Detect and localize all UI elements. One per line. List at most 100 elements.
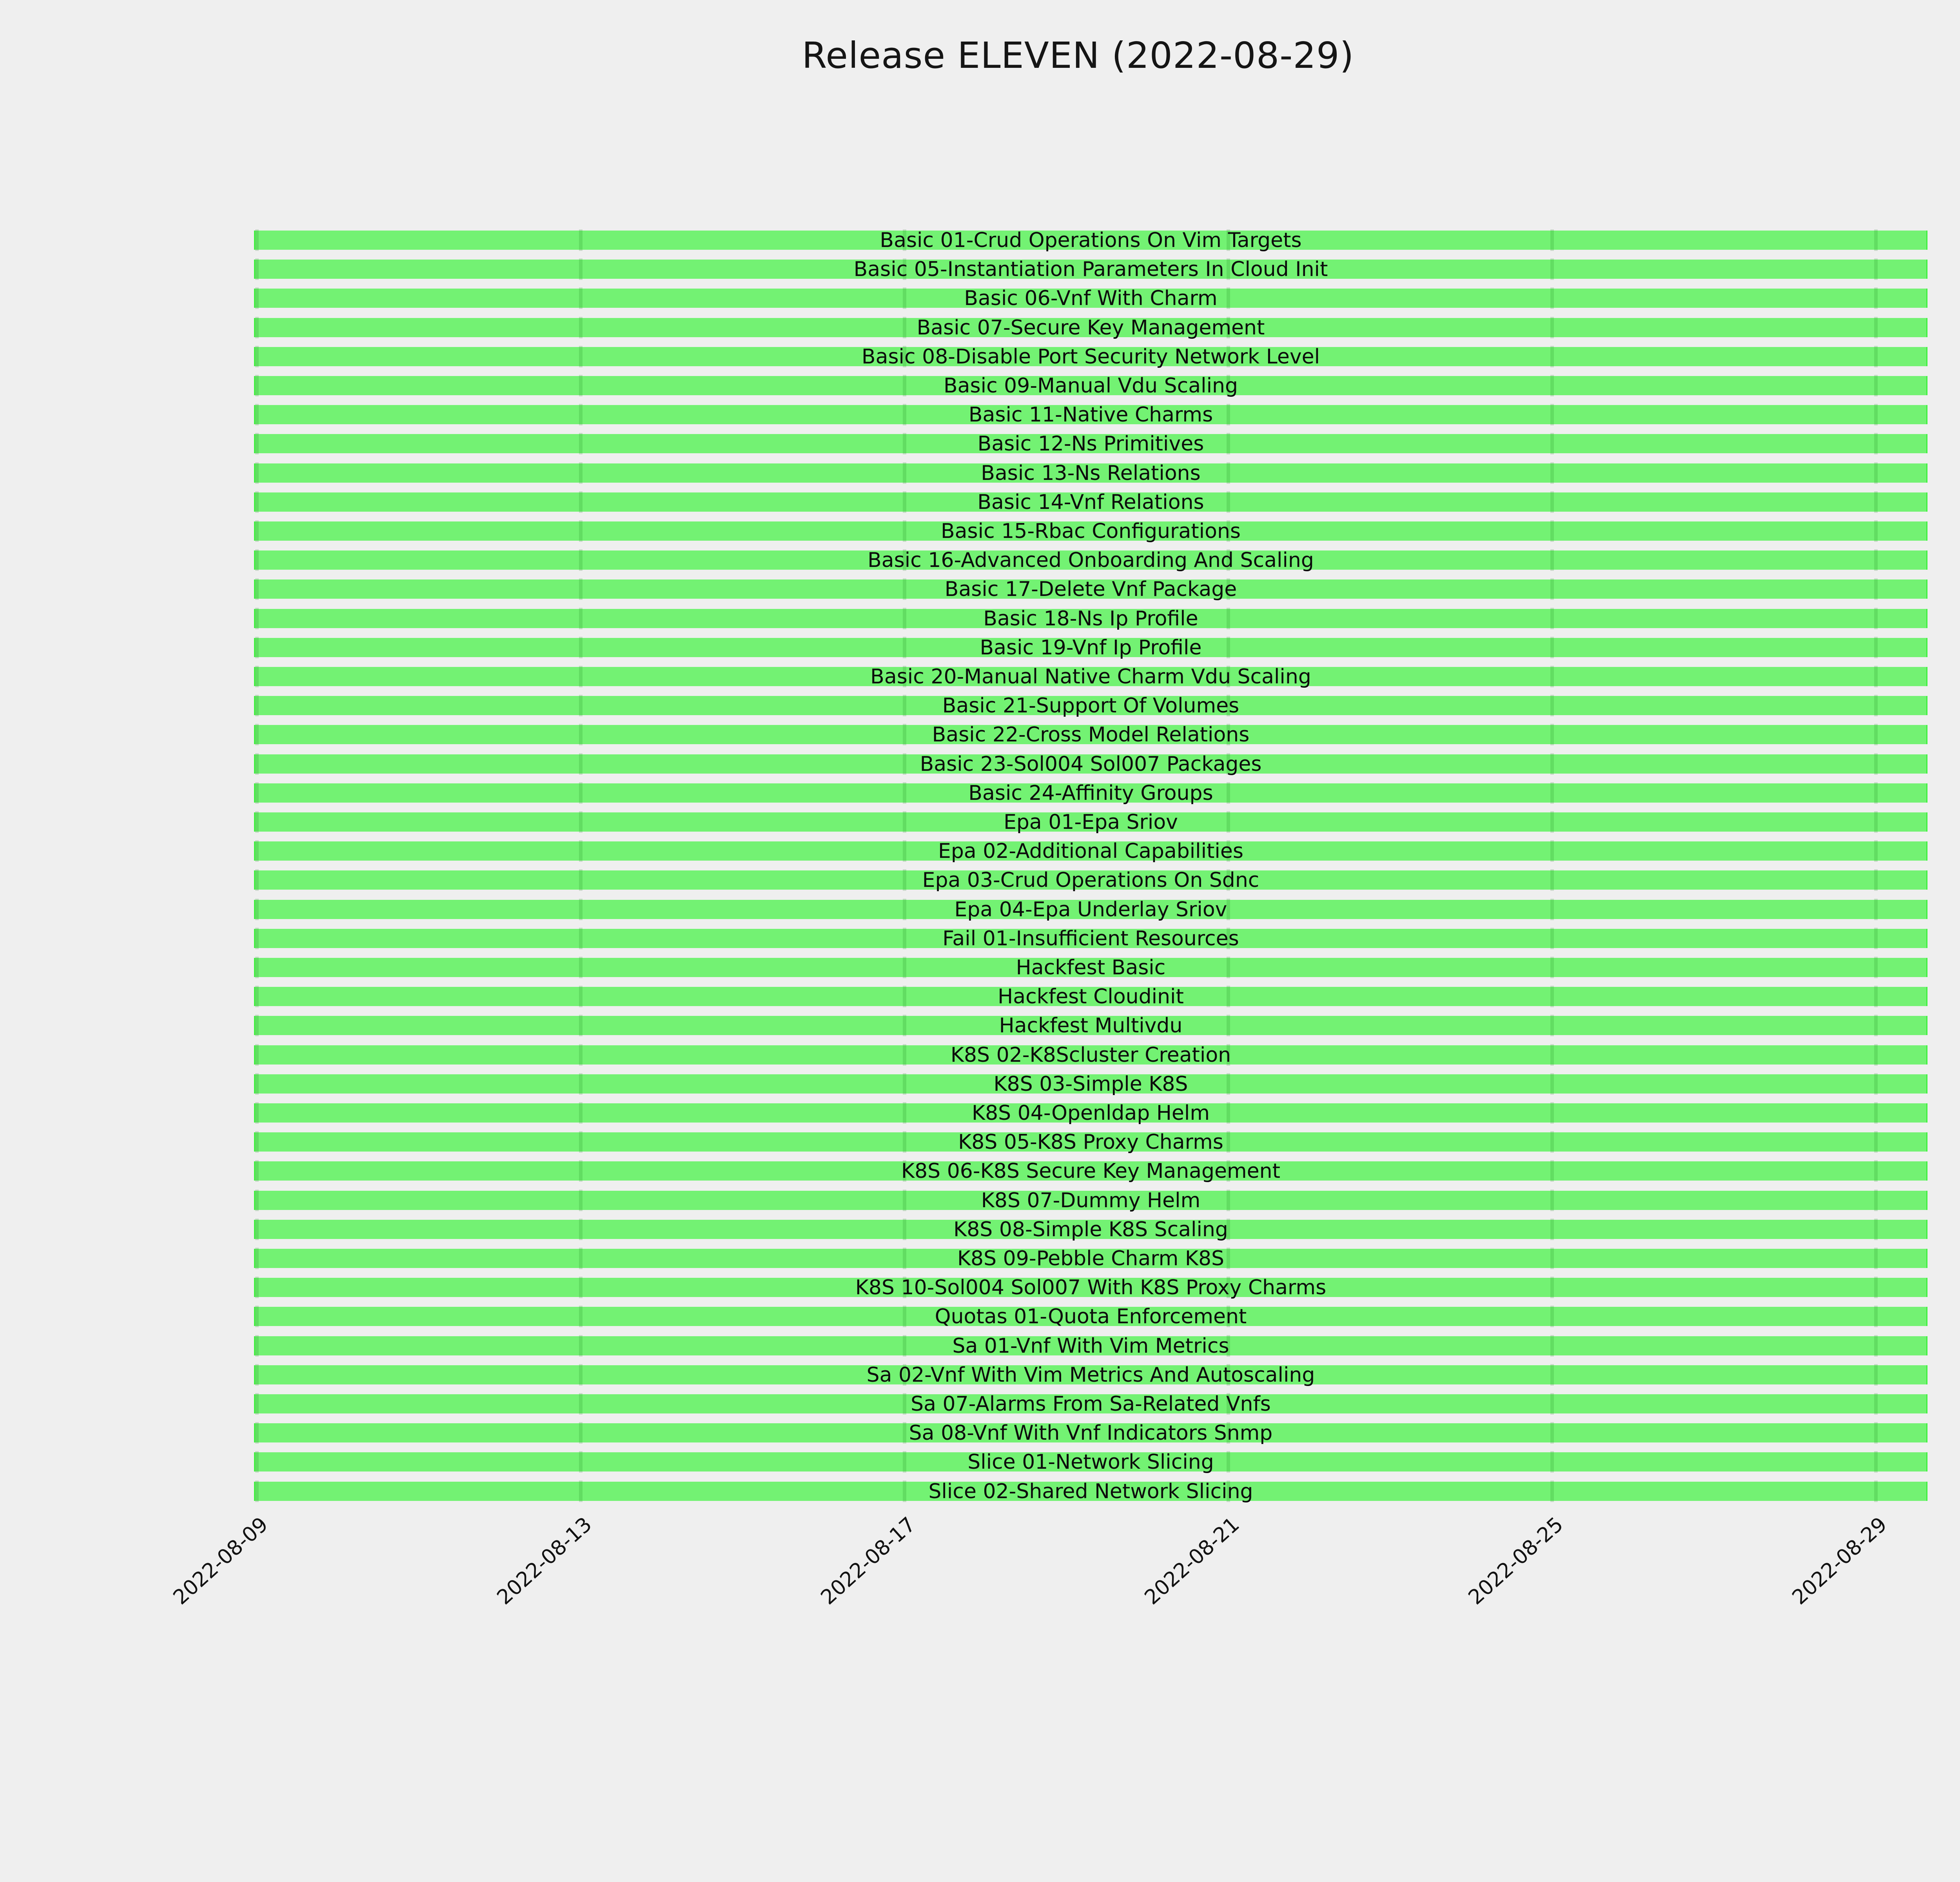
gantt-bar: Basic 23-Sol004 Sol007 Packages — [254, 753, 1927, 775]
tick-gridline — [255, 317, 259, 338]
tick-gridline — [579, 608, 583, 629]
tick-gridline — [1874, 229, 1878, 251]
tick-gridline — [903, 578, 906, 600]
tick-gridline — [903, 1393, 906, 1415]
tick-gridline — [1874, 840, 1878, 862]
bar-label: Basic 20-Manual Native Charm Vdu Scaling — [870, 665, 1311, 688]
gantt-bar: Basic 20-Manual Native Charm Vdu Scaling — [254, 665, 1927, 688]
tick-gridline — [1874, 1015, 1878, 1036]
gantt-bar: Sa 08-Vnf With Vnf Indicators Snmp — [254, 1422, 1927, 1444]
tick-gridline — [903, 928, 906, 949]
bar-label: Basic 05-Instantiation Parameters In Clo… — [853, 258, 1328, 281]
gantt-bar: K8S 07-Dummy Helm — [254, 1190, 1927, 1211]
tick-gridline — [1227, 1073, 1230, 1095]
tick-gridline — [903, 1044, 906, 1066]
tick-gridline — [255, 462, 259, 484]
tick-gridline — [1550, 1190, 1554, 1211]
gantt-bar: Basic 21-Support Of Volumes — [254, 695, 1927, 716]
tick-gridline — [579, 1335, 583, 1357]
tick-gridline — [255, 840, 259, 862]
tick-gridline — [903, 695, 906, 716]
tick-gridline — [1550, 1131, 1554, 1153]
tick-gridline — [1874, 666, 1878, 687]
bar-label: Sa 07-Alarms From Sa-Related Vnfs — [911, 1392, 1271, 1416]
tick-gridline — [579, 869, 583, 891]
tick-gridline — [1550, 433, 1554, 454]
bar-label: K8S 05-K8S Proxy Charms — [958, 1130, 1223, 1154]
tick-gridline — [1227, 724, 1230, 745]
x-tick-label: 2022-08-21 — [1140, 1513, 1244, 1610]
gantt-bar: Basic 16-Advanced Onboarding And Scaling — [254, 549, 1927, 571]
bar-label: Hackfest Multivdu — [999, 1014, 1183, 1037]
tick-gridline — [1550, 1160, 1554, 1182]
bar-label: Basic 19-Vnf Ip Profile — [980, 636, 1202, 659]
tick-gridline — [903, 433, 906, 454]
tick-gridline — [903, 346, 906, 367]
tick-gridline — [1227, 462, 1230, 484]
tick-gridline — [255, 491, 259, 513]
gantt-bar: Basic 22-Cross Model Relations — [254, 724, 1927, 745]
tick-gridline — [1874, 1248, 1878, 1269]
tick-gridline — [1227, 782, 1230, 804]
tick-gridline — [903, 549, 906, 571]
tick-gridline — [1550, 346, 1554, 367]
tick-gridline — [255, 549, 259, 571]
tick-gridline — [255, 1219, 259, 1240]
gantt-bar: K8S 03-Simple K8S — [254, 1073, 1927, 1095]
tick-gridline — [1550, 753, 1554, 775]
tick-gridline — [1874, 375, 1878, 396]
tick-gridline — [255, 811, 259, 833]
tick-gridline — [1874, 695, 1878, 716]
tick-gridline — [255, 1073, 259, 1095]
x-tick-label: 2022-08-17 — [816, 1513, 920, 1610]
tick-gridline — [255, 1160, 259, 1182]
tick-gridline — [1874, 549, 1878, 571]
tick-gridline — [1550, 375, 1554, 396]
tick-gridline — [1874, 637, 1878, 658]
tick-gridline — [1227, 1277, 1230, 1298]
tick-gridline — [255, 666, 259, 687]
tick-gridline — [1550, 1277, 1554, 1298]
tick-gridline — [903, 404, 906, 425]
tick-gridline — [1227, 811, 1230, 833]
tick-gridline — [1550, 578, 1554, 600]
gantt-bar: K8S 02-K8Scluster Creation — [254, 1044, 1927, 1066]
tick-gridline — [255, 637, 259, 658]
tick-gridline — [1874, 1102, 1878, 1124]
tick-gridline — [1550, 869, 1554, 891]
gantt-bar: Hackfest Cloudinit — [254, 986, 1927, 1007]
tick-gridline — [903, 1131, 906, 1153]
tick-gridline — [1550, 1335, 1554, 1357]
tick-gridline — [255, 287, 259, 309]
tick-gridline — [1550, 637, 1554, 658]
tick-gridline — [1550, 1248, 1554, 1269]
tick-gridline — [903, 1277, 906, 1298]
tick-gridline — [579, 1131, 583, 1153]
tick-gridline — [255, 1364, 259, 1386]
tick-gridline — [1874, 1219, 1878, 1240]
tick-gridline — [579, 695, 583, 716]
tick-gridline — [903, 811, 906, 833]
bar-label: K8S 10-Sol004 Sol007 With K8S Proxy Char… — [855, 1276, 1327, 1299]
tick-gridline — [1550, 899, 1554, 920]
tick-gridline — [579, 1364, 583, 1386]
page-title: Release ELEVEN (2022-08-29) — [802, 35, 1354, 76]
bar-label: Basic 24-Affinity Groups — [968, 781, 1213, 805]
tick-gridline — [1550, 229, 1554, 251]
tick-gridline — [1550, 1364, 1554, 1386]
tick-gridline — [1227, 1044, 1230, 1066]
bar-label: Epa 04-Epa Underlay Sriov — [954, 898, 1227, 921]
tick-gridline — [579, 1451, 583, 1473]
gantt-bar: Hackfest Basic — [254, 957, 1927, 978]
tick-gridline — [255, 1248, 259, 1269]
tick-gridline — [255, 346, 259, 367]
tick-gridline — [255, 782, 259, 804]
tick-gridline — [255, 1306, 259, 1327]
x-tick-label: 2022-08-13 — [492, 1513, 597, 1610]
tick-gridline — [1550, 957, 1554, 978]
tick-gridline — [903, 1451, 906, 1473]
tick-gridline — [1550, 928, 1554, 949]
tick-gridline — [1550, 1393, 1554, 1415]
tick-gridline — [255, 1481, 259, 1502]
tick-gridline — [1550, 1044, 1554, 1066]
